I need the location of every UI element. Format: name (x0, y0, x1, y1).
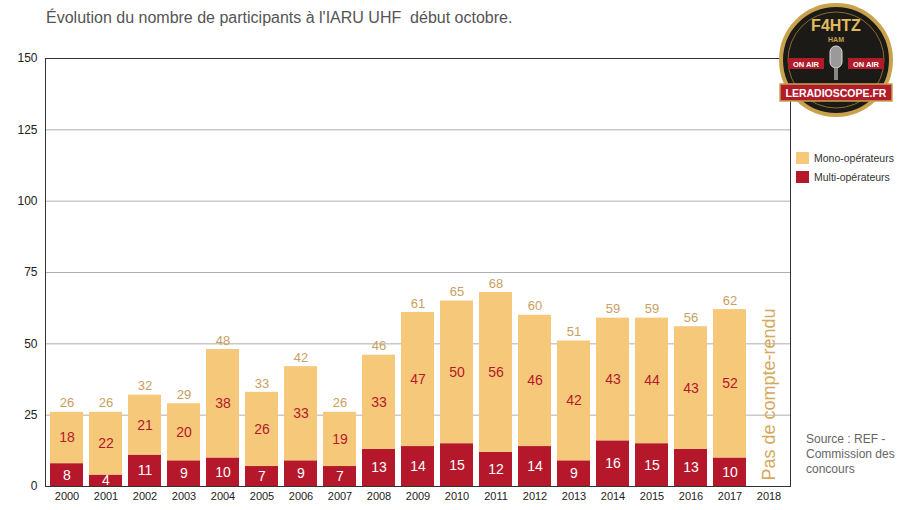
svg-text:2005: 2005 (250, 490, 274, 502)
svg-text:14: 14 (527, 458, 543, 474)
svg-text:2002: 2002 (133, 490, 157, 502)
svg-text:43: 43 (683, 380, 699, 396)
svg-text:7: 7 (258, 468, 266, 484)
svg-text:21: 21 (137, 417, 153, 433)
svg-text:150: 150 (17, 51, 37, 65)
svg-text:12: 12 (488, 461, 504, 477)
svg-text:18: 18 (59, 429, 75, 445)
svg-text:42: 42 (294, 350, 308, 365)
svg-text:33: 33 (371, 394, 387, 410)
svg-text:2001: 2001 (94, 490, 118, 502)
svg-text:22: 22 (98, 435, 114, 451)
svg-text:46: 46 (372, 338, 386, 353)
svg-text:8: 8 (63, 467, 71, 483)
html-text:Mono-opérateurs: Mono-opérateurs (814, 151, 894, 164)
svg-text:Pas de compte-rendu: Pas de compte-rendu (759, 308, 779, 480)
svg-text:F4HTZ: F4HTZ (811, 17, 861, 34)
svg-text:26: 26 (60, 395, 74, 410)
svg-text:59: 59 (645, 301, 659, 316)
svg-text:2010: 2010 (445, 490, 469, 502)
svg-text:16: 16 (605, 455, 621, 471)
svg-text:2009: 2009 (406, 490, 430, 502)
svg-text:25: 25 (24, 408, 38, 422)
svg-text:100: 100 (17, 194, 37, 208)
svg-text:61: 61 (411, 296, 425, 311)
html-text:Source : REF - Commission des: Source : REF - Commission des concours (806, 432, 895, 476)
svg-text:52: 52 (722, 375, 738, 391)
svg-text:32: 32 (138, 378, 152, 393)
svg-text:2004: 2004 (211, 490, 235, 502)
svg-text:125: 125 (17, 123, 37, 137)
svg-text:0: 0 (31, 479, 38, 493)
svg-text:2014: 2014 (601, 490, 625, 502)
svg-text:2007: 2007 (328, 490, 352, 502)
svg-text:ON AIR: ON AIR (853, 60, 880, 69)
svg-text:51: 51 (567, 324, 581, 339)
svg-text:13: 13 (371, 459, 387, 475)
svg-text:2013: 2013 (562, 490, 586, 502)
svg-text:75: 75 (24, 265, 38, 279)
svg-text:2016: 2016 (679, 490, 703, 502)
svg-text:43: 43 (605, 371, 621, 387)
svg-text:44: 44 (644, 372, 660, 388)
svg-text:2006: 2006 (289, 490, 313, 502)
svg-text:68: 68 (489, 276, 503, 291)
svg-text:9: 9 (570, 465, 578, 481)
svg-text:56: 56 (684, 310, 698, 325)
svg-text:2000: 2000 (55, 490, 79, 502)
svg-text:14: 14 (410, 458, 426, 474)
svg-text:15: 15 (449, 457, 465, 473)
svg-text:33: 33 (255, 376, 269, 391)
svg-text:10: 10 (215, 464, 231, 480)
svg-text:9: 9 (297, 465, 305, 481)
svg-text:2008: 2008 (367, 490, 391, 502)
svg-text:65: 65 (450, 284, 464, 299)
svg-text:56: 56 (488, 364, 504, 380)
svg-text:60: 60 (528, 298, 542, 313)
svg-text:2012: 2012 (523, 490, 547, 502)
svg-text:47: 47 (410, 371, 426, 387)
svg-text:33: 33 (293, 405, 309, 421)
svg-text:ON AIR: ON AIR (793, 60, 820, 69)
svg-text:2015: 2015 (640, 490, 664, 502)
svg-text:62: 62 (723, 293, 737, 308)
svg-text:11: 11 (138, 462, 153, 478)
svg-text:2017: 2017 (718, 490, 742, 502)
svg-text:10: 10 (722, 464, 738, 480)
svg-text:26: 26 (99, 395, 113, 410)
html-text:Multi-opérateurs: Multi-opérateurs (814, 170, 890, 183)
svg-text:13: 13 (683, 459, 699, 475)
svg-text:7: 7 (336, 468, 344, 484)
svg-text:59: 59 (606, 301, 620, 316)
svg-text:38: 38 (215, 395, 231, 411)
svg-text:4: 4 (102, 472, 110, 488)
svg-text:26: 26 (254, 421, 270, 437)
svg-text:2011: 2011 (484, 490, 508, 502)
svg-text:48: 48 (216, 333, 230, 348)
svg-text:LERADIOSCOPE.FR: LERADIOSCOPE.FR (786, 87, 887, 99)
svg-text:26: 26 (333, 395, 347, 410)
svg-text:2003: 2003 (172, 490, 196, 502)
svg-text:46: 46 (527, 372, 543, 388)
svg-text:15: 15 (644, 457, 660, 473)
html-text:Évolution du nombre de partici: Évolution du nombre de participants à l'… (46, 9, 513, 26)
svg-text:9: 9 (180, 465, 188, 481)
svg-text:HAM: HAM (828, 36, 844, 43)
svg-text:19: 19 (332, 431, 348, 447)
svg-text:50: 50 (24, 337, 38, 351)
svg-text:2018: 2018 (757, 490, 781, 502)
svg-text:29: 29 (177, 387, 191, 402)
svg-text:20: 20 (176, 424, 192, 440)
svg-text:50: 50 (449, 364, 465, 380)
svg-text:42: 42 (566, 392, 582, 408)
